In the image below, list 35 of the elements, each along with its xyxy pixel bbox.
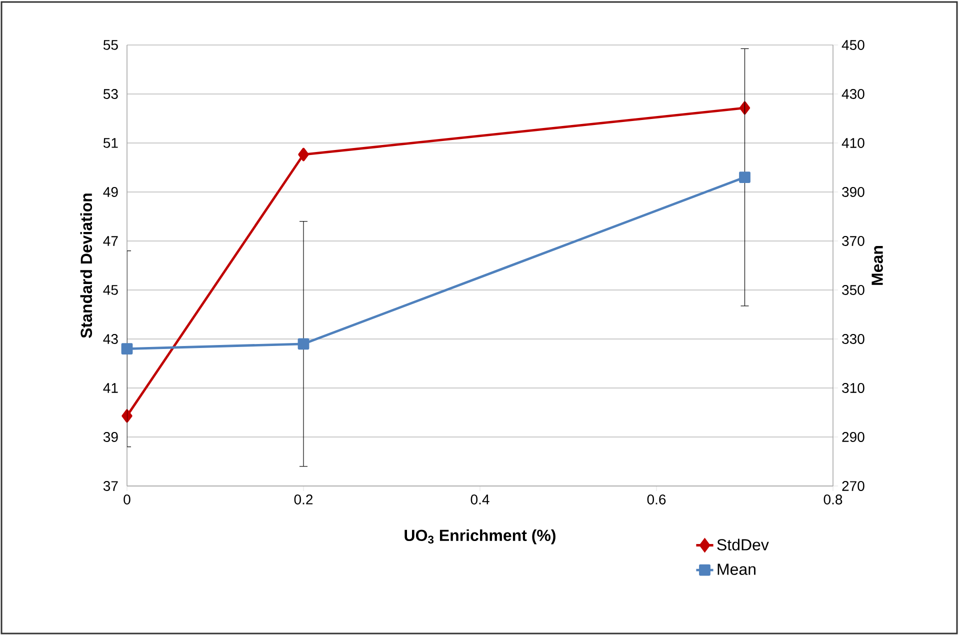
y-tick-label: 51 xyxy=(103,138,118,148)
x-tick-label: 0.8 xyxy=(824,494,842,504)
y-tick-label: 49 xyxy=(103,187,118,197)
y-tick-label: 39 xyxy=(103,432,118,442)
point xyxy=(122,409,132,423)
y-tick-label: 45 xyxy=(103,285,118,295)
y-tick-label: 55 xyxy=(103,40,118,50)
y2-tick-label: 430 xyxy=(842,89,864,99)
y2-tick-label: 350 xyxy=(842,285,864,295)
x-axis-title: UO$_{3}$ Enrichment (%) xyxy=(404,529,556,544)
point xyxy=(298,338,310,350)
point xyxy=(739,172,750,183)
y2-tick-label: 370 xyxy=(842,236,864,246)
y-tick-label: 47 xyxy=(103,236,118,246)
x-tick-label: 0.4 xyxy=(470,494,490,504)
y2-tick-label: 310 xyxy=(842,383,864,393)
legend-label: StdDev xyxy=(717,538,769,550)
point xyxy=(121,343,133,354)
y2-tick-label: 270 xyxy=(842,481,864,491)
point xyxy=(298,148,309,162)
y2-tick-label: 330 xyxy=(842,334,864,344)
x-tick-label: 0 xyxy=(124,494,130,504)
y2-tick-label: 450 xyxy=(842,40,864,50)
y-tick-label: 43 xyxy=(103,334,118,344)
y2-axis-title: Mean xyxy=(872,246,883,285)
x-tick-label: 0.2 xyxy=(294,494,313,504)
x-tick-label: 0.6 xyxy=(647,494,666,504)
y-axis-title: Standard Deviation xyxy=(80,194,92,338)
y-tick-label: 41 xyxy=(103,383,118,393)
y2-tick-label: 290 xyxy=(842,432,864,442)
y-tick-label: 37 xyxy=(103,481,118,491)
y2-tick-label: 390 xyxy=(842,187,864,197)
y2-tick-label: 410 xyxy=(842,138,864,148)
legend-label: Mean xyxy=(718,564,756,575)
y-tick-label: 53 xyxy=(103,89,118,99)
